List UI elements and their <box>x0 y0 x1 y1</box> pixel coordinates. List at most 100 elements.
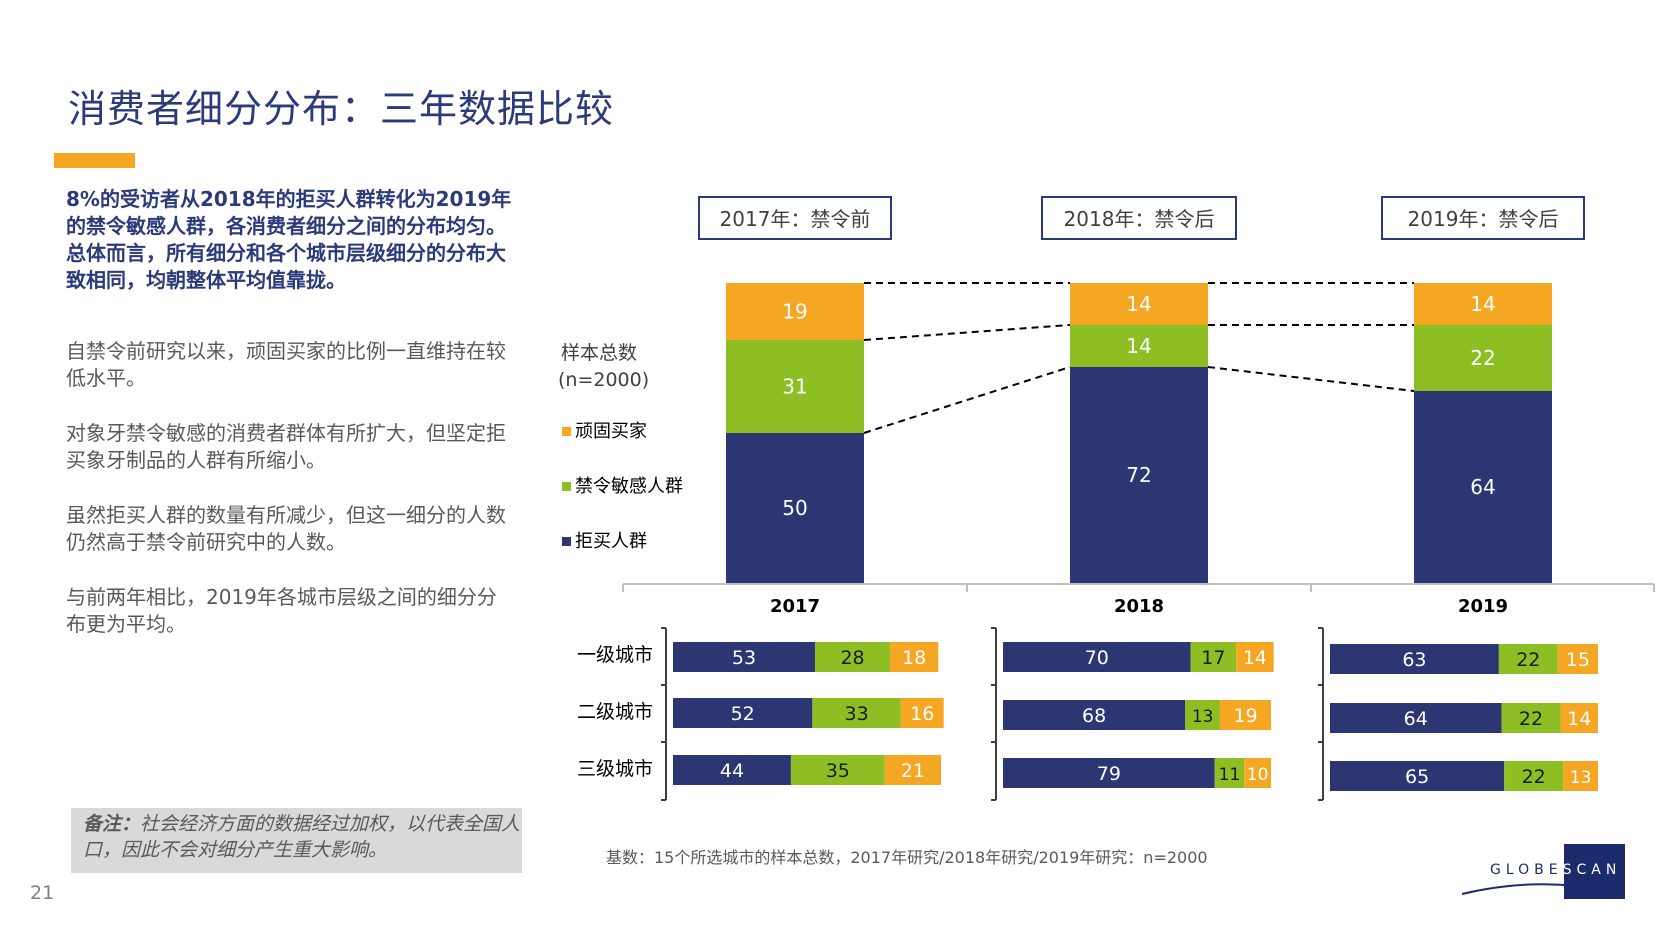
logo-text-right: SCAN <box>1562 862 1622 878</box>
logo-box <box>1564 844 1625 899</box>
city-bar-2017-2-2 <box>812 698 901 728</box>
city-bar-2019-2-2 <box>1501 703 1561 733</box>
city-bar-label-2017-1-2: 28 <box>840 647 864 669</box>
bar-label-2018-1: 72 <box>1126 463 1151 487</box>
bar-label-2018-3: 14 <box>1126 292 1151 316</box>
page-title: 消费者细分分布：三年数据比较 <box>68 87 615 131</box>
city-bar-2019-2-3 <box>1560 703 1598 733</box>
year-header-box-2017 <box>698 196 892 240</box>
city-bar-2018-3-1 <box>1003 758 1215 788</box>
city-bar-2018-1-2 <box>1190 642 1237 672</box>
footnote-box: 备注：社会经济方面的数据经过加权，以代表全国人口，因此不会对细分产生重大影响。 <box>71 808 522 873</box>
legend-swatch-2 <box>562 482 571 491</box>
bar-label-2018-2: 14 <box>1126 334 1151 358</box>
city-bar-label-2018-2-2: 13 <box>1192 707 1214 727</box>
city-bar-2018-3-3 <box>1244 758 1271 788</box>
city-bar-label-2019-3-3: 13 <box>1570 768 1592 788</box>
year-header-box-2018 <box>1041 196 1237 240</box>
city-bar-label-2019-2-3: 14 <box>1567 708 1591 730</box>
city-bar-2017-3-2 <box>790 755 885 785</box>
city-bar-label-2018-2-3: 19 <box>1233 705 1257 727</box>
city-bar-2017-1-3 <box>890 642 939 672</box>
city-bar-label-2018-1-3: 14 <box>1243 647 1267 669</box>
city-bar-label-2019-2-1: 64 <box>1404 708 1428 730</box>
city-bar-2018-2-2 <box>1185 700 1221 730</box>
bar-2019-segment-1 <box>1414 391 1552 583</box>
city-bar-label-2017-2-1: 52 <box>731 703 755 725</box>
city-bar-2019-1-3 <box>1557 644 1598 674</box>
title-accent-bar <box>54 153 135 168</box>
connector-line <box>1207 366 1415 392</box>
logo-wordmark: GLOBESCAN <box>1490 862 1621 878</box>
city-bar-label-2018-2-1: 68 <box>1082 705 1106 727</box>
city-bar-label-2017-2-2: 33 <box>844 703 868 725</box>
city-bar-label-2017-1-3: 18 <box>902 647 926 669</box>
legend-swatch-3 <box>562 537 571 546</box>
city-bar-label-2019-1-3: 15 <box>1566 649 1590 671</box>
city-bar-2017-2-1 <box>673 698 813 728</box>
city-bar-label-2017-3-2: 35 <box>826 760 850 782</box>
city-bar-2019-3-1 <box>1330 761 1505 791</box>
year-header-2019: 2019年：禁令后 <box>1408 207 1559 231</box>
paragraph-1: 自禁令前研究以来，顽固买家的比例一直维持在较低水平。 <box>66 339 506 390</box>
city-bar-label-2019-3-2: 22 <box>1522 766 1546 788</box>
lead-summary: 8%的受访者从2018年的拒买人群转化为2019年的禁令敏感人群，各消费者细分之… <box>66 187 512 292</box>
city-bar-2019-1-2 <box>1498 644 1558 674</box>
bar-2018-segment-2 <box>1070 325 1208 367</box>
year-header-box-2019 <box>1381 196 1585 240</box>
base-note: 基数：15个所选城市的样本总数，2017年研究/2018年研究/2019年研究：… <box>606 848 1208 867</box>
city-bar-label-2019-1-2: 22 <box>1516 649 1540 671</box>
bar-label-2019-3: 14 <box>1470 292 1495 316</box>
city-tier-label-3: 三级城市 <box>577 758 653 780</box>
city-bar-2019-1-1 <box>1330 644 1499 674</box>
city-bar-2018-2-1 <box>1003 700 1186 730</box>
city-bar-2018-2-3 <box>1220 700 1271 730</box>
city-bar-2017-1-2 <box>815 642 891 672</box>
city-bar-label-2019-1-1: 63 <box>1402 649 1426 671</box>
legend-label-1: 顽固买家 <box>575 421 647 442</box>
bar-2017-segment-2 <box>726 340 864 433</box>
city-bar-2018-3-2 <box>1214 758 1245 788</box>
city-bar-2017-3-3 <box>884 755 941 785</box>
legend-label-3: 拒买人群 <box>575 531 647 552</box>
bar-2017-segment-1 <box>726 433 864 583</box>
city-bar-2019-3-3 <box>1563 761 1598 791</box>
legend-swatch-1 <box>562 427 571 436</box>
city-bar-2018-1-1 <box>1003 642 1191 672</box>
globescan-logo: GLOBESCAN <box>1460 844 1625 899</box>
bar-label-2019-1: 64 <box>1470 475 1495 499</box>
connector-line <box>863 324 1071 341</box>
city-bar-label-2018-1-1: 70 <box>1085 647 1109 669</box>
x-tick-label-2017: 2017 <box>770 596 820 617</box>
city-bar-label-2018-1-2: 17 <box>1201 647 1225 669</box>
city-bar-2019-2-1 <box>1330 703 1502 733</box>
bar-label-2017-2: 31 <box>782 375 807 399</box>
city-bar-label-2017-1-1: 53 <box>732 647 756 669</box>
city-bar-label-2018-3-1: 79 <box>1097 763 1121 785</box>
x-tick-label-2019: 2019 <box>1458 596 1508 617</box>
city-bar-label-2019-2-2: 22 <box>1519 708 1543 730</box>
city-tier-label-1: 一级城市 <box>577 644 653 666</box>
paragraph-3: 虽然拒买人群的数量有所减少，但这一细分的人数仍然高于禁令前研究中的人数。 <box>66 503 506 554</box>
bar-2018-segment-1 <box>1070 367 1208 583</box>
city-bar-label-2018-3-2: 11 <box>1219 765 1241 785</box>
legend-n: (n=2000) <box>558 369 649 391</box>
city-bar-2018-1-3 <box>1236 642 1274 672</box>
x-tick-label-2018: 2018 <box>1114 596 1164 617</box>
connector-line <box>863 366 1071 434</box>
city-bar-2019-3-2 <box>1504 761 1564 791</box>
logo-text-left: GLOBE <box>1490 862 1563 878</box>
city-tier-label-2: 二级城市 <box>577 701 653 723</box>
page-number: 21 <box>30 882 55 904</box>
paragraph-4: 与前两年相比，2019年各城市层级之间的细分分布更为平均。 <box>66 585 497 636</box>
city-bar-label-2017-2-3: 16 <box>910 703 934 725</box>
city-bar-label-2017-3-3: 21 <box>901 760 925 782</box>
legend-title: 样本总数 <box>561 342 637 364</box>
bar-label-2017-3: 19 <box>782 300 807 324</box>
paragraph-2: 对象牙禁令敏感的消费者群体有所扩大，但坚定拒买象牙制品的人群有所缩小。 <box>66 421 506 472</box>
bar-2017-segment-3 <box>726 283 864 340</box>
year-header-2017: 2017年：禁令前 <box>720 207 871 231</box>
city-bar-2017-2-3 <box>900 698 944 728</box>
bar-2019-segment-3 <box>1414 283 1552 325</box>
